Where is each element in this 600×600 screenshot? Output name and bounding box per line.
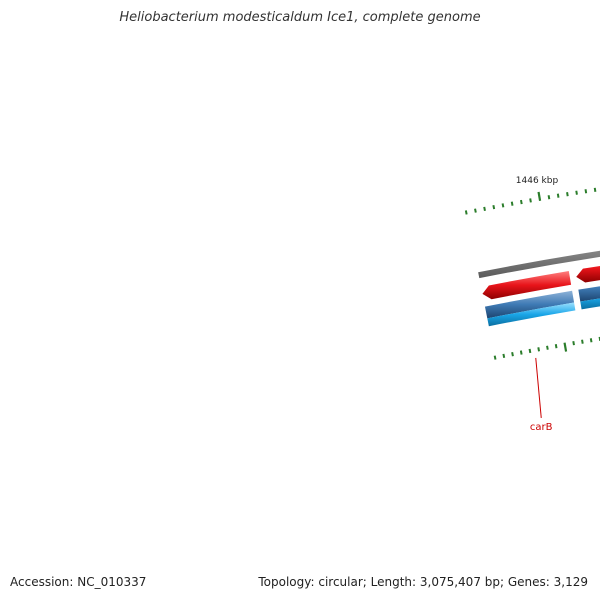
gene-label-carb: carB bbox=[530, 422, 553, 433]
minor-tick bbox=[566, 192, 569, 197]
minor-tick bbox=[492, 204, 496, 210]
major-tick bbox=[537, 191, 542, 201]
inner-minor-tick bbox=[528, 348, 532, 354]
inner-minor-tick bbox=[546, 345, 549, 350]
minor-tick bbox=[464, 210, 468, 215]
kbp-label: 1446 kbp bbox=[516, 176, 559, 186]
inner-minor-tick bbox=[511, 352, 514, 357]
minor-tick bbox=[575, 190, 578, 195]
minor-tick bbox=[593, 187, 597, 192]
reverse-gene-bar bbox=[578, 286, 600, 302]
minor-tick bbox=[584, 189, 588, 194]
inner-minor-tick bbox=[519, 350, 523, 355]
inner-major-tick bbox=[563, 342, 568, 352]
outer-tick-layer: 1446 kbp1445 kbp1444 kbp1443 kbp1442 kbp… bbox=[464, 176, 597, 215]
gene-leader-line bbox=[535, 357, 542, 419]
minor-tick bbox=[483, 206, 486, 212]
inner-minor-tick bbox=[537, 347, 541, 352]
inner-minor-tick bbox=[493, 355, 497, 360]
reverse-gene-bar bbox=[484, 290, 575, 319]
forward-gene-arrow bbox=[482, 270, 572, 300]
inner-minor-tick bbox=[502, 353, 506, 359]
inner-minor-tick bbox=[554, 344, 558, 349]
forward-gene-arrow bbox=[576, 265, 600, 283]
gene-label-layer: carBcarAargDargBargJ bbox=[530, 357, 553, 433]
minor-tick bbox=[510, 201, 514, 206]
cds-bar bbox=[580, 298, 600, 310]
gene-layer bbox=[482, 265, 600, 327]
cds-bar bbox=[487, 302, 576, 327]
inner-minor-tick bbox=[572, 341, 575, 346]
minor-tick bbox=[520, 199, 523, 205]
minor-tick bbox=[474, 208, 477, 213]
minor-tick bbox=[556, 193, 560, 198]
inner-minor-tick bbox=[581, 339, 584, 344]
inner-minor-tick bbox=[589, 338, 593, 343]
minor-tick bbox=[529, 198, 532, 203]
map-title: Heliobacterium modesticaldum Ice1, compl… bbox=[119, 10, 481, 25]
accession-text: Accession: NC_010337 bbox=[10, 575, 147, 589]
minor-tick bbox=[547, 195, 551, 200]
topology-text: Topology: circular; Length: 3,075,407 bp… bbox=[258, 575, 588, 589]
genome-backbone bbox=[478, 250, 600, 279]
minor-tick bbox=[501, 203, 505, 208]
backbone-layer bbox=[478, 250, 600, 279]
